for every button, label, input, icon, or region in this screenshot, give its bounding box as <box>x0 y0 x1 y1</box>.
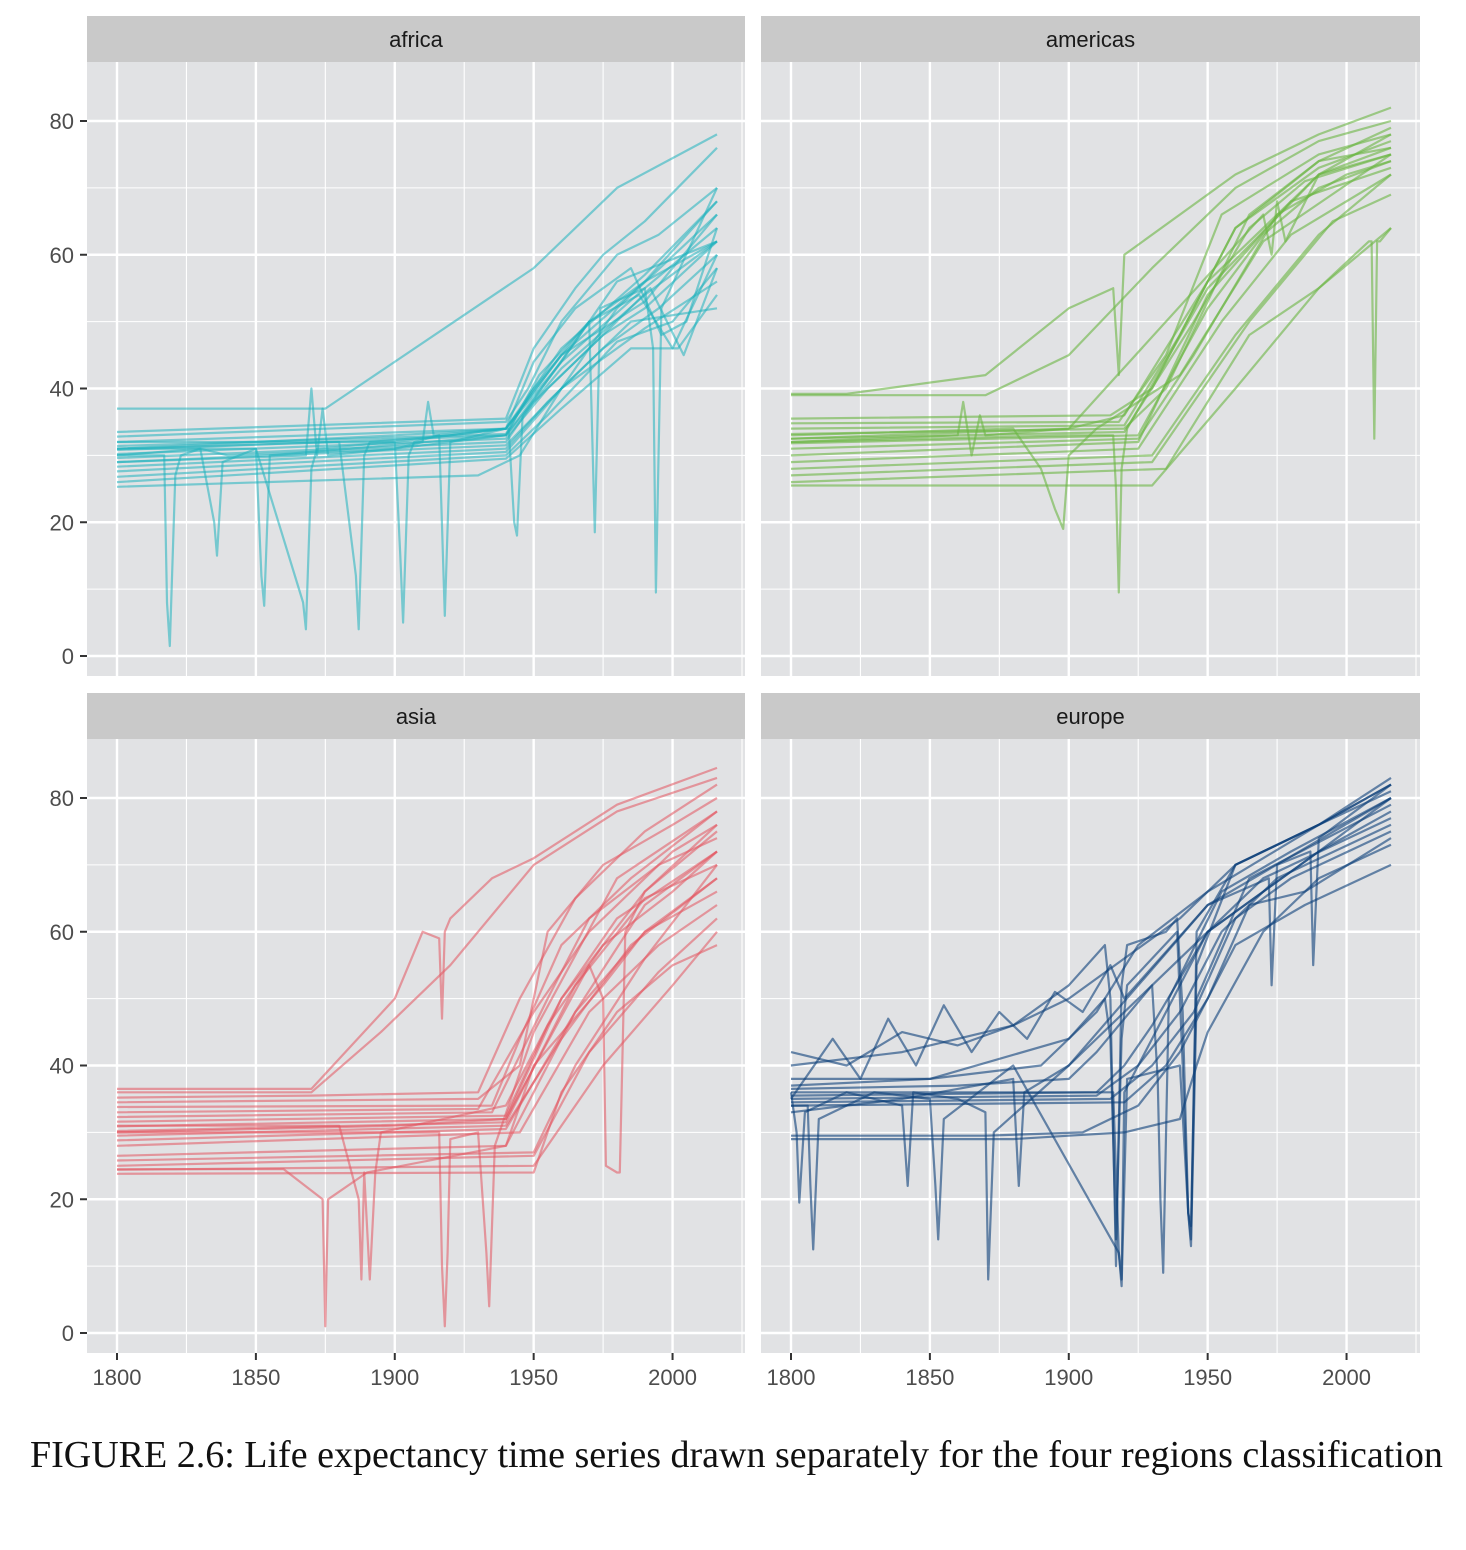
y-tick-label: 40 <box>50 1054 74 1079</box>
series-line-asia-6 <box>116 837 718 1119</box>
series-line-americas-17 <box>790 133 1392 457</box>
series-line-americas-16 <box>790 153 1392 530</box>
strip-asia <box>87 693 745 739</box>
series-line-europe-6 <box>790 817 1392 1097</box>
series-line-americas-11 <box>790 173 1392 470</box>
series-group-americas <box>790 106 1392 594</box>
x-tick-label: 1900 <box>1044 1365 1093 1390</box>
series-line-europe-1 <box>791 783 1392 1241</box>
strip-label-asia: asia <box>396 704 437 729</box>
series-line-europe-12 <box>789 797 1392 1281</box>
series-line-africa-20 <box>116 200 718 464</box>
series-line-europe-2 <box>790 783 1392 1067</box>
series-line-africa-0 <box>117 133 718 410</box>
series-line-africa-18 <box>116 240 718 607</box>
series-line-asia-14 <box>116 864 718 1162</box>
x-tick-label: 1900 <box>370 1365 419 1390</box>
series-line-europe-14 <box>790 783 1392 1187</box>
y-tick-label: 0 <box>62 644 74 669</box>
series-line-africa-11 <box>116 267 718 478</box>
series-line-asia-2 <box>116 783 718 1099</box>
strip-label-africa: africa <box>389 27 444 52</box>
series-group-europe <box>789 776 1392 1288</box>
series-line-europe-4 <box>790 797 1392 1274</box>
panel-background <box>761 62 1420 676</box>
strip-label-americas: americas <box>1046 27 1135 52</box>
y-tick-label: 60 <box>50 243 74 268</box>
y-tick-label: 0 <box>62 1321 74 1346</box>
series-line-asia-3 <box>116 797 718 1104</box>
series-line-americas-12 <box>790 193 1392 477</box>
series-line-asia-17 <box>116 944 718 1175</box>
series-line-americas-18 <box>790 146 1392 440</box>
strip-label-europe: europe <box>1056 704 1125 729</box>
series-line-africa-13 <box>116 307 718 488</box>
series-group-asia <box>116 766 718 1328</box>
x-tick-label: 1850 <box>905 1365 954 1390</box>
strip-africa <box>87 16 745 62</box>
series-line-europe-8 <box>790 830 1392 1104</box>
series-line-africa-2 <box>116 187 718 438</box>
series-line-asia-20 <box>117 823 718 1281</box>
series-line-asia-21 <box>116 830 718 1174</box>
y-tick-label: 40 <box>50 377 74 402</box>
series-line-americas-15 <box>790 153 1392 594</box>
x-tick-label: 1950 <box>509 1365 558 1390</box>
series-line-africa-1 <box>116 147 718 434</box>
series-line-africa-3 <box>116 227 719 444</box>
series-line-americas-0 <box>791 106 1392 395</box>
faceted-chart: africa 0 20 40 60 80 americas asia 0 20 40 60 80 1800… <box>50 16 1420 1390</box>
series-line-asia-0 <box>117 766 718 1090</box>
panel-europe: europe <box>761 693 1420 1353</box>
strip-americas <box>761 16 1420 62</box>
series-line-africa-19 <box>116 187 718 594</box>
series-line-americas-9 <box>790 166 1392 457</box>
series-line-americas-10 <box>790 173 1392 464</box>
series-line-europe-13 <box>791 810 1392 1281</box>
y-tick-label: 60 <box>50 920 74 945</box>
panel-background <box>87 62 745 676</box>
panel-asia: asia <box>87 693 745 1353</box>
series-line-europe-11 <box>791 863 1392 1137</box>
x-tick-label: 1800 <box>767 1365 816 1390</box>
x-tick-label: 1850 <box>231 1365 280 1390</box>
y-tick-label: 80 <box>50 109 74 134</box>
series-line-africa-7 <box>116 267 719 460</box>
series-line-europe-3 <box>790 790 1392 1087</box>
series-line-americas-3 <box>790 133 1392 425</box>
series-line-asia-18 <box>117 850 718 1328</box>
series-line-americas-13 <box>790 227 1392 484</box>
series-line-asia-4 <box>116 810 718 1109</box>
x-tick-label: 2000 <box>1322 1365 1371 1390</box>
strip-europe <box>761 693 1420 739</box>
figure-caption: FIGURE 2.6: Life expectancy time series … <box>30 1434 1443 1476</box>
panel-americas: americas <box>761 16 1420 676</box>
y-tick-label: 20 <box>50 1187 74 1212</box>
x-tick-label: 1950 <box>1183 1365 1232 1390</box>
series-line-americas-1 <box>791 119 1392 397</box>
series-line-asia-1 <box>117 776 718 1094</box>
x-tick-label: 2000 <box>648 1365 697 1390</box>
panel-africa: africa <box>87 16 745 676</box>
y-tick-label: 20 <box>50 510 74 535</box>
series-line-asia-19 <box>117 810 718 1328</box>
series-line-americas-14 <box>791 227 1392 487</box>
x-tick-label: 1800 <box>93 1365 142 1390</box>
series-group-africa <box>116 133 719 648</box>
series-line-europe-10 <box>791 843 1392 1141</box>
y-tick-label: 80 <box>50 786 74 811</box>
series-line-europe-15 <box>790 797 1392 1100</box>
series-line-asia-12 <box>116 904 718 1147</box>
